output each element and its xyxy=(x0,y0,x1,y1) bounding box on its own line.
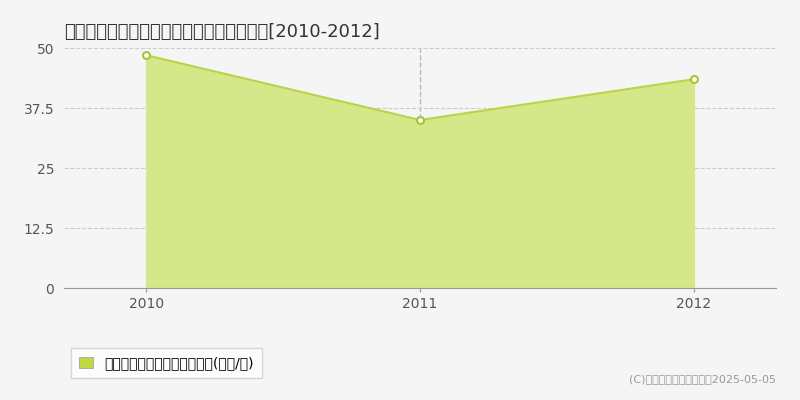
Text: (C)土地価格ドットコム　2025-05-05: (C)土地価格ドットコム 2025-05-05 xyxy=(629,374,776,384)
Text: 各務原市蘇原沢上町　マンション価格推移[2010-2012]: 各務原市蘇原沢上町 マンション価格推移[2010-2012] xyxy=(64,23,380,41)
Legend: マンション価格　平均坪単価(万円/坪): マンション価格 平均坪単価(万円/坪) xyxy=(71,348,262,378)
